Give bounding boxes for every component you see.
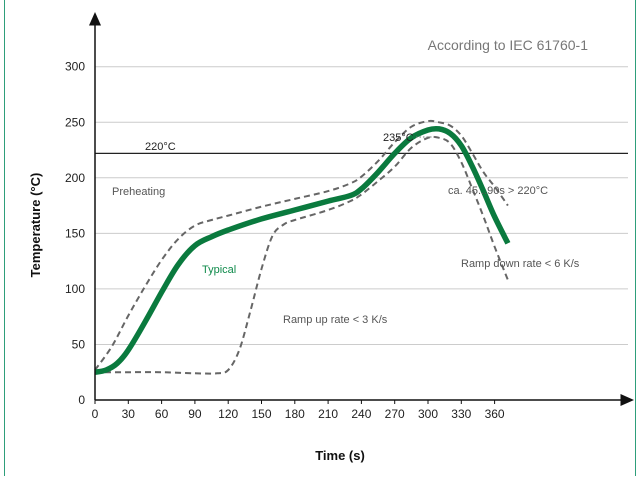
- y-tick-label-0: 0: [78, 393, 85, 407]
- axes: [89, 12, 634, 406]
- standard-annotation: According to IEC 61760-1: [428, 37, 589, 53]
- y-tick-label-50: 50: [72, 337, 86, 351]
- peak-temperature-label: 235°C: [383, 132, 414, 144]
- y-tick-label-150: 150: [65, 226, 85, 240]
- x-tick-label-0: 0: [92, 407, 99, 421]
- x-tick-label-240: 240: [351, 407, 371, 421]
- y-tick-label-300: 300: [65, 60, 85, 74]
- x-tick-label-330: 330: [451, 407, 471, 421]
- typical-series-label: Typical: [202, 264, 236, 276]
- x-tick-label-30: 30: [122, 407, 136, 421]
- x-tick-label-300: 300: [418, 407, 438, 421]
- x-tick-label-60: 60: [155, 407, 169, 421]
- reference-line-label: 220°C: [145, 141, 176, 153]
- gridlines: [95, 66, 628, 345]
- y-axis-title: Temperature (°C): [28, 173, 43, 278]
- series-line-upper-limit: [94, 119, 509, 371]
- duration-annotation: ca. 45...90s > 220°C: [448, 185, 548, 197]
- x-tick-label-210: 210: [318, 407, 338, 421]
- tick-labels: 0 50 100 150 200 250 300 0 30 60 90 120 150 180 210 240…: [65, 60, 505, 421]
- x-axis-title: Time (s): [315, 448, 365, 463]
- x-tick-label-150: 150: [251, 407, 271, 421]
- series-line-lower-limit: [95, 135, 509, 375]
- x-tick-label-360: 360: [485, 407, 505, 421]
- y-tick-label-250: 250: [65, 115, 85, 129]
- x-tick-label-270: 270: [385, 407, 405, 421]
- y-tick-label-200: 200: [65, 171, 85, 185]
- y-tick-label-100: 100: [65, 282, 85, 296]
- chart-frame: [4, 0, 636, 476]
- x-tick-label-90: 90: [188, 407, 202, 421]
- ramp-down-annotation: Ramp down rate < 6 K/s: [461, 258, 580, 270]
- series-line-typical: [94, 125, 511, 375]
- x-tick-label-180: 180: [285, 407, 305, 421]
- x-tick-label-120: 120: [218, 407, 238, 421]
- ramp-up-annotation: Ramp up rate < 3 K/s: [283, 314, 388, 326]
- preheating-annotation: Preheating: [112, 186, 165, 198]
- series-lines: [94, 119, 511, 375]
